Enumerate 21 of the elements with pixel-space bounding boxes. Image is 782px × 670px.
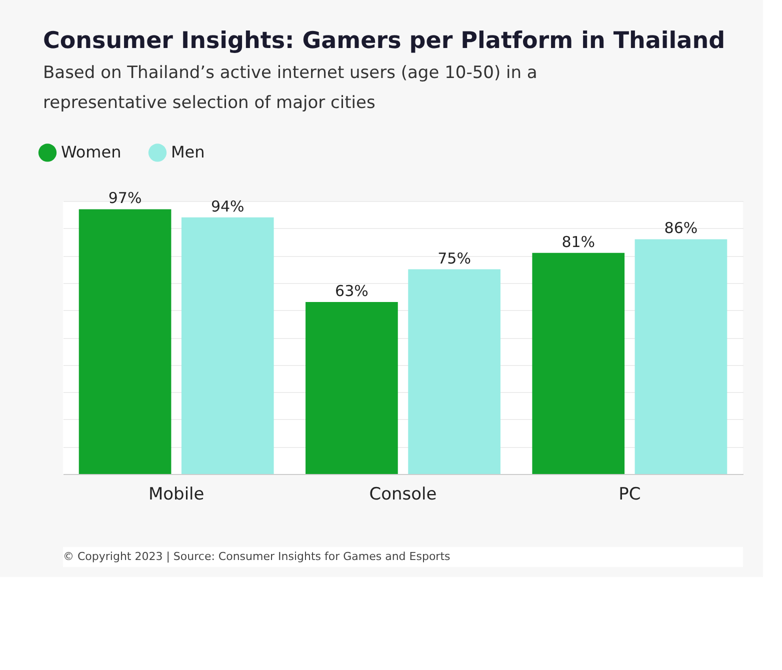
data-label: 94% <box>210 197 244 216</box>
legend-label: Men <box>171 142 205 162</box>
chart-title: Consumer Insights: Gamers per Platform in Thailand <box>43 28 726 54</box>
data-label: 86% <box>664 219 698 238</box>
data-label: 97% <box>108 189 142 208</box>
text: representative selection of major cities <box>43 93 376 114</box>
bar <box>408 269 500 474</box>
x-tick-label: Mobile <box>148 484 204 504</box>
bar <box>634 239 728 474</box>
data-label: 75% <box>438 249 471 268</box>
legend-label: Women <box>61 142 122 162</box>
bar <box>78 209 172 474</box>
bar <box>532 252 625 474</box>
data-label: 81% <box>562 232 596 251</box>
x-tick-label: PC <box>618 484 641 504</box>
data-label: 63% <box>335 282 368 300</box>
bar <box>306 302 398 474</box>
bar <box>181 217 274 474</box>
text: © Copyright 2023 | Source: Consumer Insights for Games and Esports <box>63 550 451 563</box>
x-tick-label: Console <box>369 484 437 504</box>
text: Based on Thailand’s active internet users (age 10-50) in a <box>43 63 538 84</box>
